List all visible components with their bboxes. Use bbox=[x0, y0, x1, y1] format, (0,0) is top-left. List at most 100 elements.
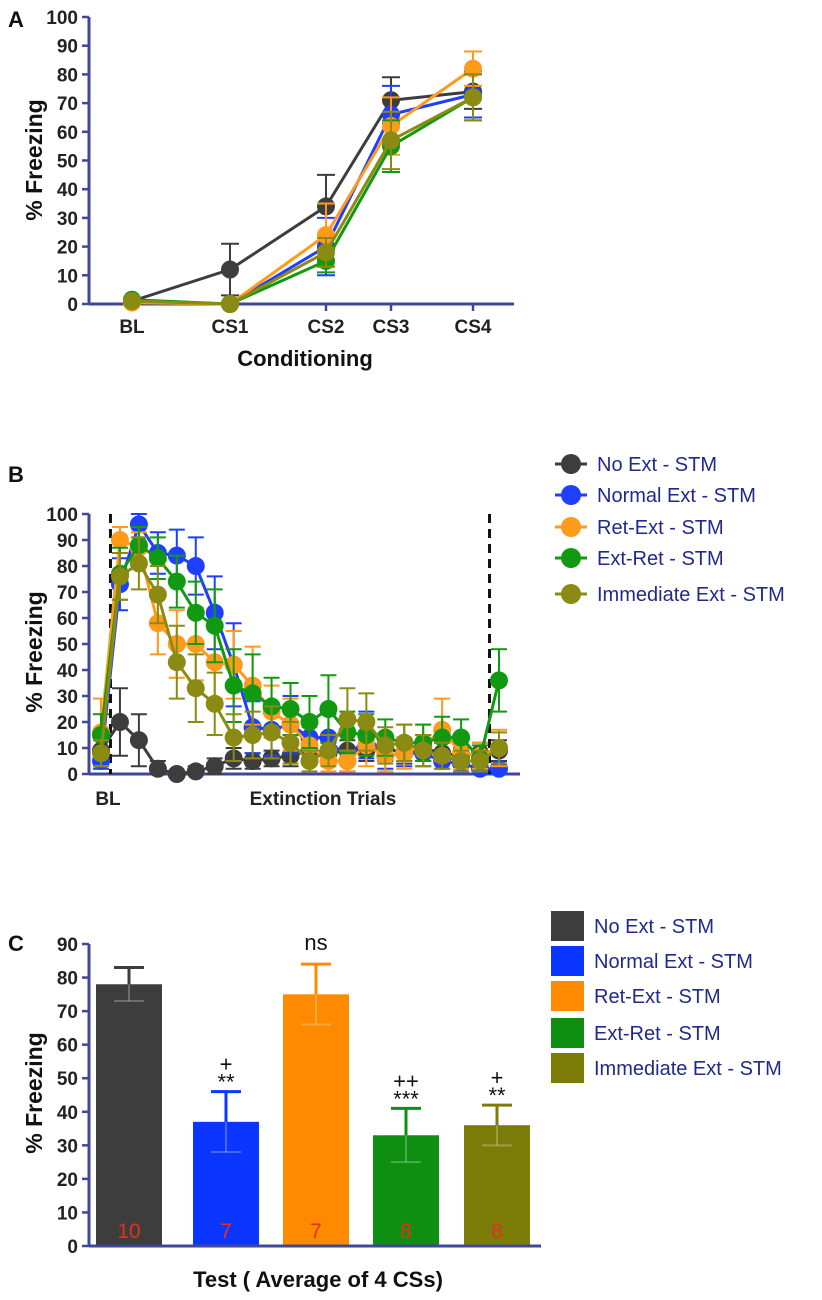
panel-b-data-point bbox=[110, 567, 129, 586]
panel-c-bar-group: 7 ns bbox=[283, 930, 349, 1246]
panel-a: A 0 10 20 30 40 50 60 70 80 90 100 BL CS1 CS2 CS3 CS4 Con… bbox=[8, 7, 514, 371]
panel-a-x-axis-label: Conditioning bbox=[237, 346, 373, 371]
panel-b-y-tick-label: 60 bbox=[57, 609, 78, 630]
panel-b-data-point bbox=[471, 752, 490, 770]
panel-b-data-point bbox=[205, 757, 224, 776]
panel-c-y-tick-label: 60 bbox=[57, 1036, 78, 1057]
panel-b-legend-label: Normal Ext - STM bbox=[597, 485, 756, 507]
panel-b-data-point bbox=[167, 572, 186, 591]
panel-a-series bbox=[123, 73, 482, 311]
panel-c-legend: No Ext - STM Normal Ext - STM Ret-Ext - ST… bbox=[551, 911, 782, 1083]
panel-b-data-point bbox=[490, 671, 508, 690]
panel-c-plus-label: + bbox=[220, 1052, 233, 1077]
panel-b-y-tick-label: 20 bbox=[57, 713, 78, 734]
panel-b-data-point bbox=[300, 713, 319, 731]
panel-b-data-point bbox=[338, 752, 357, 770]
panel-c-legend-swatch bbox=[551, 911, 584, 941]
panel-b-legend-swatch-marker bbox=[561, 454, 581, 474]
panel-c-bar bbox=[464, 1125, 530, 1246]
panel-b-y-tick-label: 100 bbox=[46, 505, 78, 526]
panel-c-bar bbox=[193, 1121, 259, 1246]
panel-b-legend-swatch-marker bbox=[561, 485, 581, 505]
panel-b-data-point bbox=[167, 765, 186, 783]
panel-a-y-tick-label: 30 bbox=[57, 209, 78, 230]
panel-b-x-tick-label-bl: BL bbox=[95, 789, 121, 810]
panel-c-y-tick-label: 80 bbox=[57, 969, 78, 990]
panel-a-data-point bbox=[382, 131, 400, 150]
panel-c-y-tick-label: 90 bbox=[57, 935, 78, 956]
panel-b: B 0 10 20 30 40 50 60 70 80 90 100 BL Extinction Tria… bbox=[8, 454, 785, 810]
panel-b-y-tick-label: 40 bbox=[57, 661, 78, 682]
panel-b-series-line bbox=[99, 543, 501, 762]
panel-c-x-axis-label: Test ( Average of 4 CSs) bbox=[193, 1267, 443, 1292]
panel-a-series bbox=[123, 50, 482, 313]
panel-b-data-point bbox=[281, 733, 300, 752]
panel-b-legend-swatch-marker bbox=[561, 584, 581, 604]
panel-b-data-point bbox=[395, 733, 414, 752]
panel-b-data-point bbox=[148, 585, 167, 604]
panel-b-data-point bbox=[129, 554, 148, 573]
panel-b-letter: B bbox=[8, 462, 24, 487]
panel-b-y-tick-label: 50 bbox=[57, 635, 78, 656]
panel-b-series bbox=[92, 536, 508, 773]
panel-a-data-point bbox=[317, 243, 335, 262]
panel-b-data-point bbox=[205, 616, 224, 635]
panel-b-legend-label: Immediate Ext - STM bbox=[597, 584, 785, 606]
panel-c-n-label: 8 bbox=[400, 1220, 412, 1243]
panel-b-y-tick-label: 70 bbox=[57, 583, 78, 604]
panel-b-data-point bbox=[186, 603, 205, 622]
panel-b-data-point bbox=[376, 736, 395, 755]
panel-c-significance-stars: ** bbox=[217, 1070, 235, 1095]
panel-a-data-point bbox=[123, 292, 141, 311]
panel-c-legend-label: Immediate Ext - STM bbox=[594, 1058, 782, 1080]
panel-b-data-point bbox=[319, 700, 338, 718]
panel-a-data-point bbox=[221, 295, 239, 313]
panel-a-x-tick-label: CS4 bbox=[455, 317, 492, 338]
panel-b-y-tick-label: 30 bbox=[57, 687, 78, 708]
panel-a-x-tick-label: CS3 bbox=[373, 317, 410, 338]
panel-c-bar bbox=[96, 984, 162, 1246]
panel-b-data-point bbox=[92, 744, 110, 763]
panel-c-n-label: 7 bbox=[310, 1220, 322, 1243]
panel-b-data-point bbox=[452, 728, 471, 747]
panel-b-data-point bbox=[262, 723, 281, 742]
panel-b-data-point bbox=[243, 684, 262, 703]
panel-b-y-axis-label: % Freezing bbox=[21, 591, 47, 712]
panel-b-x-axis-label: Extinction Trials bbox=[250, 789, 397, 810]
panel-c-letter: C bbox=[8, 931, 24, 956]
panel-c-legend-label: Ext-Ret - STM bbox=[594, 1023, 721, 1045]
panel-a-y-tick-label: 100 bbox=[46, 8, 78, 29]
panel-a-y-tick-label: 50 bbox=[57, 152, 78, 173]
panel-b-legend-label: No Ext - STM bbox=[597, 454, 717, 476]
panel-c-legend-swatch bbox=[551, 981, 584, 1011]
panel-c-y-tick-label: 10 bbox=[57, 1203, 78, 1224]
panel-a-series bbox=[123, 73, 482, 313]
panel-b-data-point bbox=[319, 741, 338, 760]
panel-a-series bbox=[123, 73, 482, 313]
panel-b-data-point bbox=[243, 726, 262, 744]
panel-a-y-tick-label: 10 bbox=[57, 266, 78, 287]
panel-a-y-tick-label: 90 bbox=[57, 37, 78, 58]
panel-c-n-label: 8 bbox=[491, 1220, 503, 1243]
panel-a-x-tick-label: CS1 bbox=[212, 317, 249, 338]
panel-c-significance-stars: *** bbox=[393, 1086, 419, 1111]
panel-c-plus-label: ++ bbox=[393, 1068, 419, 1093]
panel-a-x-tick-label: BL bbox=[119, 317, 145, 338]
panel-c-y-axis-label: % Freezing bbox=[21, 1032, 47, 1153]
panel-a-data-point bbox=[317, 226, 335, 245]
panel-c-ns-label: ns bbox=[304, 930, 327, 955]
panel-c-legend-swatch bbox=[551, 946, 584, 976]
panel-b-data-point bbox=[243, 752, 262, 770]
panel-a-data-point bbox=[221, 260, 239, 279]
panel-b-y-tick-label: 80 bbox=[57, 557, 78, 578]
panel-b-legend: No Ext - STM Normal Ext - STM Ret-Ext - ST… bbox=[555, 454, 785, 606]
panel-b-y-tick-label: 90 bbox=[57, 531, 78, 552]
panel-c-y-tick-label: 30 bbox=[57, 1136, 78, 1157]
panel-b-y-tick-label: 10 bbox=[57, 739, 78, 760]
panel-c-n-label: 7 bbox=[220, 1220, 232, 1243]
panel-c-y-tick-label: 0 bbox=[67, 1237, 78, 1258]
panel-b-data-point bbox=[414, 741, 433, 760]
panel-c-n-label: 10 bbox=[117, 1220, 140, 1243]
panel-c-legend-swatch bbox=[551, 1018, 584, 1048]
